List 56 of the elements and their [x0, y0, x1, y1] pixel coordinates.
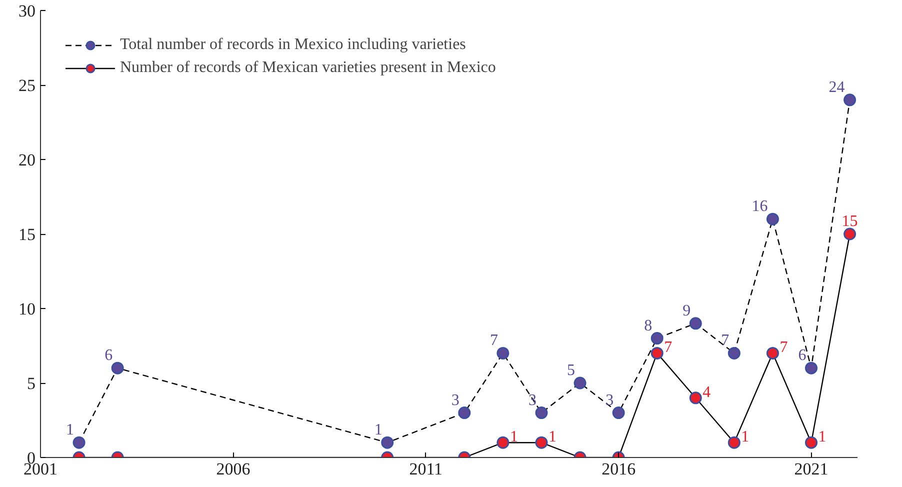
data-label: 1	[548, 428, 556, 446]
data-label: 3	[451, 392, 460, 409]
point	[689, 392, 702, 404]
data-label: 16	[752, 198, 768, 216]
point	[72, 436, 86, 449]
y-tick-label: 20	[18, 150, 36, 170]
data-label: 9	[682, 302, 691, 320]
data-label: 1	[741, 428, 750, 446]
point	[844, 94, 856, 106]
data-label: 1	[510, 428, 518, 446]
point	[766, 212, 779, 226]
data-label: 1	[818, 428, 826, 446]
legend-label: Number of records of Mexican varieties present in Mexico	[120, 59, 496, 77]
point	[535, 406, 548, 420]
point	[805, 436, 818, 449]
data-label: 8	[644, 317, 652, 334]
point	[650, 332, 664, 345]
legend-label: Total number of records in Mexico including varieties	[120, 36, 466, 54]
data-label: 24	[828, 78, 845, 96]
y-tick-label: 15	[18, 225, 36, 244]
point	[844, 228, 856, 240]
y-tick-label: 5	[27, 374, 36, 393]
data-label: 5	[567, 362, 576, 379]
point	[535, 436, 548, 449]
data-label: 4	[702, 384, 711, 401]
point	[612, 406, 625, 420]
point	[728, 346, 740, 360]
data-label: 3	[528, 392, 536, 409]
point	[766, 346, 779, 360]
point	[650, 346, 664, 360]
point	[381, 436, 394, 449]
point	[496, 436, 510, 449]
data-label: 7	[721, 332, 730, 350]
data-label: 3	[606, 392, 614, 409]
point	[728, 436, 740, 449]
data-label: 7	[780, 339, 788, 356]
data-label: 15	[842, 213, 858, 230]
data-label: 6	[798, 347, 806, 364]
data-label: 7	[664, 339, 672, 356]
data-label: 7	[490, 332, 498, 350]
y-tick-label: 10	[18, 300, 36, 318]
point	[574, 376, 586, 390]
data-label: 6	[104, 347, 113, 364]
x-tick-label: 2016	[602, 460, 636, 478]
data-label: 1	[374, 422, 382, 439]
point	[496, 346, 510, 360]
y-tick-label: 30	[18, 2, 36, 20]
x-tick-label: 2011	[409, 460, 443, 478]
point	[458, 406, 471, 420]
data-label: 1	[66, 422, 74, 439]
point	[689, 317, 702, 330]
point	[111, 362, 124, 374]
point	[805, 362, 818, 374]
x-tick-label: 2021	[794, 460, 828, 478]
y-tick-label: 25	[18, 76, 36, 95]
x-tick-label: 2006	[216, 460, 250, 478]
